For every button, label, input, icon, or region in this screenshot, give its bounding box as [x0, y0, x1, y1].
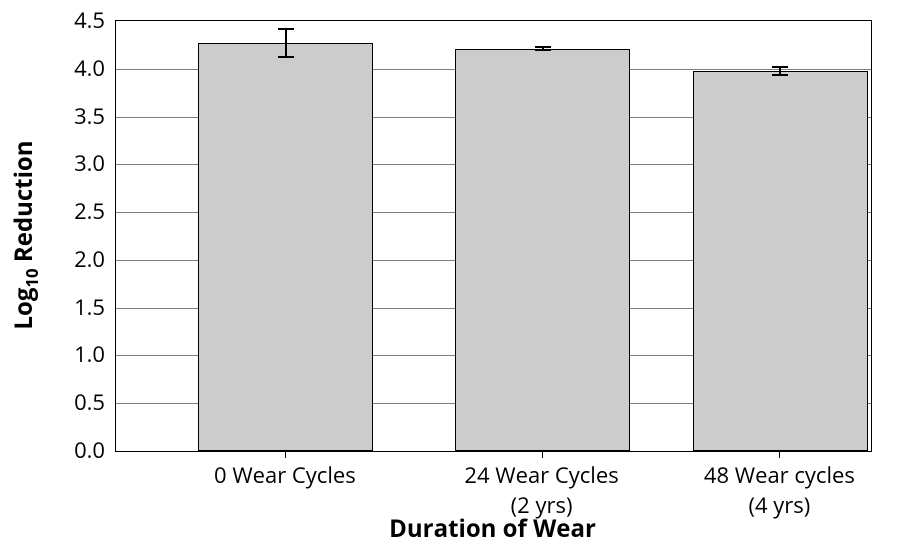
x-tick-label: 24 Wear Cycles(2 yrs) — [464, 460, 618, 520]
y-tick-label: 4.5 — [57, 5, 105, 35]
y-tick-label: 4.0 — [57, 53, 105, 83]
x-tick-label: 0 Wear Cycles — [214, 460, 356, 490]
y-tick-label: 3.0 — [57, 148, 105, 178]
y-tick-label: 2.0 — [57, 244, 105, 274]
y-tick-label: 3.5 — [57, 101, 105, 131]
x-tick — [542, 450, 543, 458]
error-cap — [535, 46, 551, 48]
error-cap — [535, 49, 551, 51]
error-cap — [278, 28, 294, 30]
y-axis-label: Log10 Reduction — [7, 140, 43, 329]
y-tick-label: 1.5 — [57, 292, 105, 322]
chart-container: Log10 Reduction Duration of Wear 0.00.51… — [0, 0, 900, 550]
x-tick — [779, 450, 780, 458]
error-cap — [278, 56, 294, 58]
bar — [198, 43, 373, 451]
x-tick-label: 48 Wear cycles(4 yrs) — [704, 460, 855, 520]
error-cap — [772, 74, 788, 76]
plot-area — [115, 20, 872, 452]
y-tick-label: 1.0 — [57, 339, 105, 369]
error-cap — [772, 66, 788, 68]
bar — [455, 49, 630, 451]
bar — [693, 71, 868, 451]
error-bar — [285, 29, 287, 58]
y-tick-label: 2.5 — [57, 196, 105, 226]
y-tick-label: 0.5 — [57, 387, 105, 417]
x-tick — [285, 450, 286, 458]
y-tick-label: 0.0 — [57, 435, 105, 465]
